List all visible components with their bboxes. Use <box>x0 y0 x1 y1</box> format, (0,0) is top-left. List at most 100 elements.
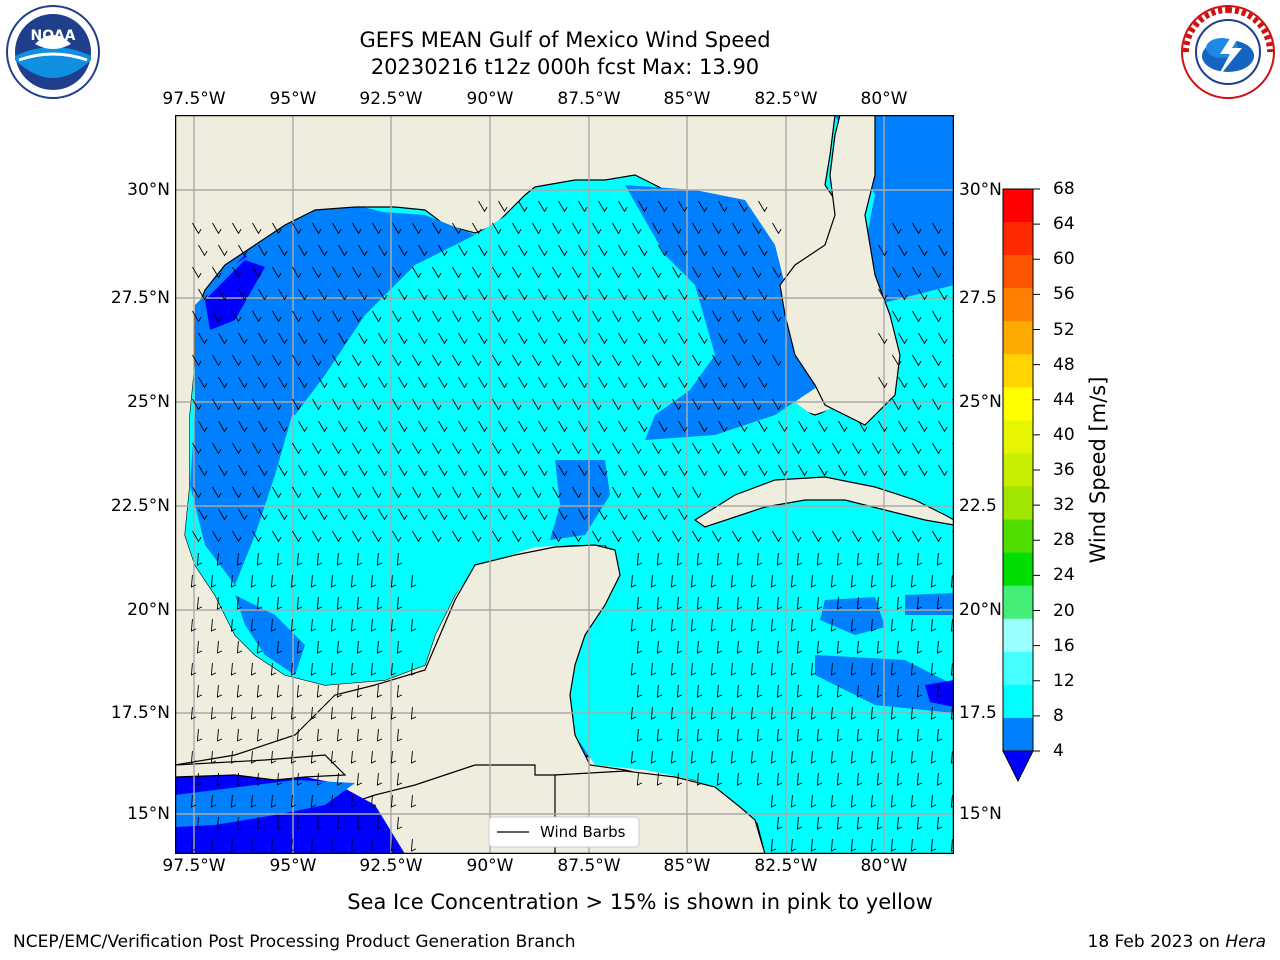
wind-barb <box>750 662 757 676</box>
colorbar-band <box>1003 288 1033 322</box>
wind-barb <box>210 706 217 720</box>
wind-barb <box>770 706 777 720</box>
wind-barb <box>790 574 797 588</box>
wind-barb <box>912 398 922 411</box>
wind-barb <box>932 266 942 279</box>
wind-barb <box>692 310 702 323</box>
wind-barb <box>572 310 582 323</box>
wind-barb <box>336 596 343 610</box>
wind-barb <box>816 552 823 566</box>
wind-barb <box>690 662 697 676</box>
lon-label-bottom: 92.5°W <box>359 856 423 876</box>
wind-barb <box>896 816 903 830</box>
wind-barb <box>330 574 337 588</box>
wind-barb <box>792 442 802 455</box>
wind-barb <box>758 420 768 433</box>
wind-barb <box>390 618 397 632</box>
wind-barb <box>492 486 502 499</box>
colorbar-tick-label: 40 <box>1053 424 1075 445</box>
wind-barb <box>776 728 783 742</box>
wind-barb <box>376 640 383 654</box>
wind-barb <box>338 288 348 301</box>
wind-barb <box>612 222 622 235</box>
wind-barb <box>578 376 588 389</box>
wind-barb <box>918 244 928 257</box>
wind-barb <box>936 684 943 698</box>
wind-barb <box>258 332 268 345</box>
wind-barb <box>716 552 723 566</box>
colorbar-tick-label: 20 <box>1053 600 1075 621</box>
wind-barb <box>250 662 257 676</box>
wind-barb <box>758 244 768 257</box>
wind-barb <box>650 750 657 764</box>
wind-barb <box>732 530 742 543</box>
wind-barb <box>932 398 942 411</box>
colorbar-tick-label: 24 <box>1053 565 1075 586</box>
wind-barb <box>678 508 688 521</box>
wind-barb <box>218 332 228 345</box>
wind-barb <box>910 706 917 720</box>
wind-barb <box>390 838 397 852</box>
wind-barb <box>190 574 197 588</box>
wind-barb <box>478 332 488 345</box>
colorbar-band <box>1003 420 1033 454</box>
wind-barb <box>758 200 768 213</box>
wind-barb <box>736 596 743 610</box>
wind-barb <box>930 662 937 676</box>
wind-barb <box>552 486 562 499</box>
wind-barb <box>310 662 317 676</box>
wind-barb <box>870 574 877 588</box>
wind-barb <box>856 684 863 698</box>
wind-barb <box>238 508 248 521</box>
wind-barb <box>572 486 582 499</box>
wind-barb <box>336 552 343 566</box>
wind-barb <box>852 530 862 543</box>
wind-barb <box>198 376 208 389</box>
wind-barb <box>892 310 902 323</box>
wind-barb <box>370 794 377 808</box>
wind-barb <box>316 552 323 566</box>
wind-barb <box>210 662 217 676</box>
wind-barb <box>230 574 237 588</box>
wind-barb <box>432 354 442 367</box>
wind-barb <box>378 376 388 389</box>
wind-barb <box>232 530 242 543</box>
wind-barb <box>232 442 242 455</box>
wind-barb <box>278 420 288 433</box>
wind-barb <box>452 222 462 235</box>
wind-barb <box>936 596 943 610</box>
wind-barb <box>852 442 862 455</box>
wind-barb <box>710 574 717 588</box>
wind-barb <box>372 266 382 279</box>
wind-barb <box>372 442 382 455</box>
wind-barb <box>636 640 643 654</box>
credit-line: NCEP/EMC/Verification Post Processing Pr… <box>13 932 576 952</box>
wind-barb <box>750 574 757 588</box>
wind-barb <box>938 376 948 389</box>
wind-barb <box>830 574 837 588</box>
wind-barb <box>896 596 903 610</box>
wind-barb <box>538 508 548 521</box>
wind-barb <box>752 266 762 279</box>
wind-barb <box>432 398 442 411</box>
wind-barb <box>218 244 228 257</box>
wind-barb <box>398 376 408 389</box>
wind-barb <box>896 640 903 654</box>
colorbar-band <box>1003 486 1033 521</box>
wind-barb <box>898 376 908 389</box>
wind-barb <box>512 530 522 543</box>
central-america <box>554 770 954 854</box>
wind-barb <box>770 794 777 808</box>
wind-barb <box>670 750 677 764</box>
wind-barb <box>632 530 642 543</box>
wind-barb <box>772 310 782 323</box>
wind-barb <box>472 310 482 323</box>
wind-barb <box>672 354 682 367</box>
wind-barb <box>710 618 717 632</box>
wind-barb <box>696 728 703 742</box>
wind-barb <box>316 728 323 742</box>
wind-barb <box>856 640 863 654</box>
wind-barb <box>678 200 688 213</box>
colorbar-tick-label: 48 <box>1053 354 1075 375</box>
wind-barb <box>236 728 243 742</box>
